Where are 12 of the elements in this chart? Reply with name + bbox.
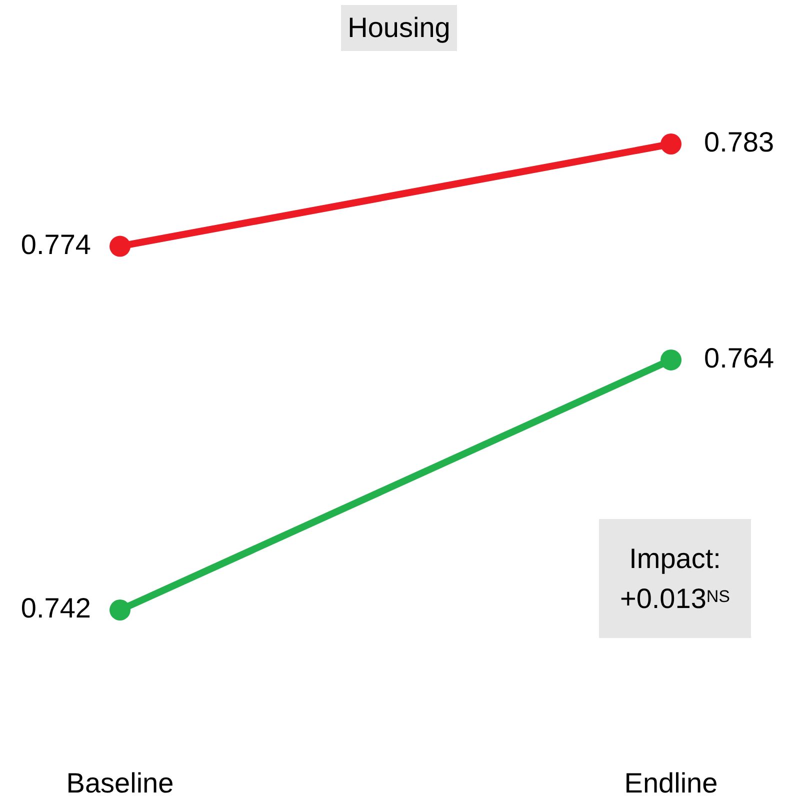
point xyxy=(110,600,130,620)
x-tick-label: Endline xyxy=(624,768,718,799)
data-label: 0.742 xyxy=(20,592,91,624)
data-label: 0.783 xyxy=(704,126,774,158)
annotation: Impact: +0.013$^{NS}$ xyxy=(618,542,732,616)
point xyxy=(110,236,130,257)
point xyxy=(660,349,682,370)
data-label: 0.764 xyxy=(704,342,774,374)
x-tick-label: Baseline xyxy=(66,768,174,799)
point xyxy=(660,134,682,154)
data-label: 0.774 xyxy=(20,229,91,260)
chart-title: Housing xyxy=(340,5,458,51)
